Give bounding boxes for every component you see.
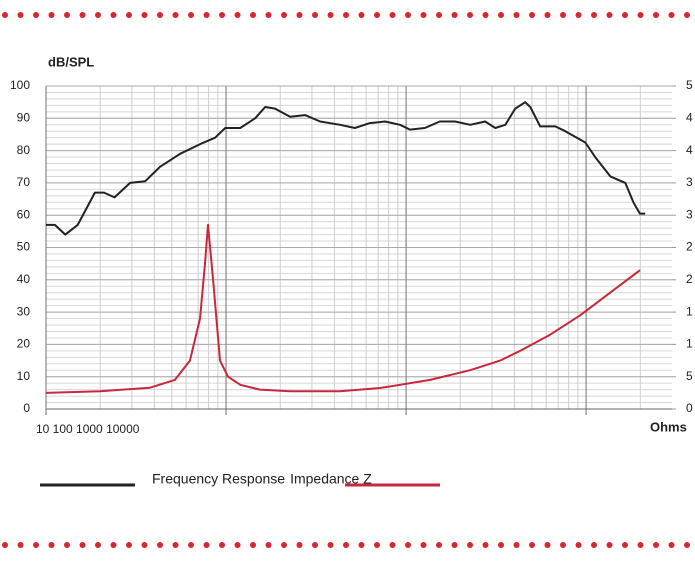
y-tick-label: 0 xyxy=(23,401,30,415)
y2-tick-label: 1 xyxy=(686,337,693,351)
y-tick-label: 60 xyxy=(17,207,31,221)
y2-tick-label: 4 xyxy=(686,143,693,157)
data-line xyxy=(46,101,646,236)
y-tick-label: 100 xyxy=(10,78,30,92)
y-tick-label: 10 xyxy=(17,369,31,383)
y2-tick-label: 2 xyxy=(686,240,693,254)
y2-tick-label: 5 xyxy=(686,78,693,92)
legend-label: Impedance Z xyxy=(290,471,372,487)
y2-tick-label: 3 xyxy=(686,207,693,221)
y-tick-label: 40 xyxy=(17,272,31,286)
legend-label: Frequency Response xyxy=(152,471,285,487)
y-tick-label: 30 xyxy=(17,304,31,318)
y-axis-label: dB/SPL xyxy=(48,54,94,69)
y2-tick-label: 5 xyxy=(686,369,693,383)
y-tick-label: 50 xyxy=(17,240,31,254)
y-tick-label: 80 xyxy=(17,143,31,157)
y2-tick-label: 3 xyxy=(686,175,693,189)
y2-axis-label: Ohms xyxy=(650,419,687,434)
top-border xyxy=(0,8,695,18)
y-tick-label: 90 xyxy=(17,110,31,124)
data-line xyxy=(45,223,641,394)
y2-tick-label: 0 xyxy=(686,401,693,415)
y-tick-label: 20 xyxy=(17,337,31,351)
y2-tick-label: 1 xyxy=(686,304,693,318)
x-tick-text: 10 100 1000 10000 xyxy=(36,422,140,436)
y-tick-label: 70 xyxy=(17,175,31,189)
y2-tick-label: 4 xyxy=(686,110,693,124)
y2-tick-label: 2 xyxy=(686,272,693,286)
bottom-border xyxy=(0,541,695,551)
